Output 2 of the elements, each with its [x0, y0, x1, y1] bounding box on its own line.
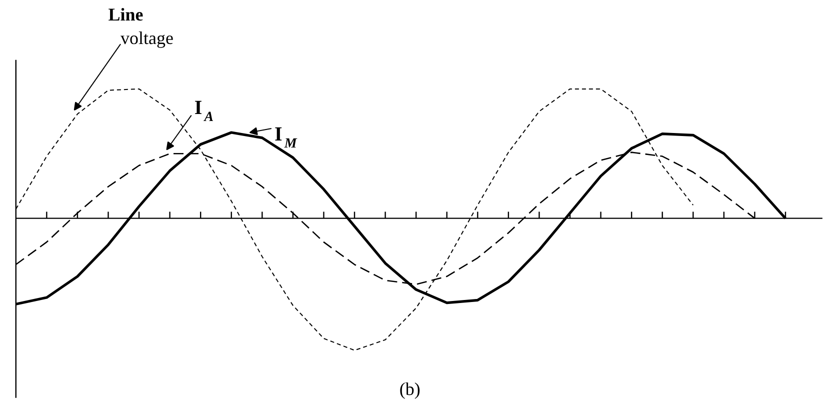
text: Line voltage	[108, 4, 174, 48]
text: (b)	[399, 379, 420, 400]
